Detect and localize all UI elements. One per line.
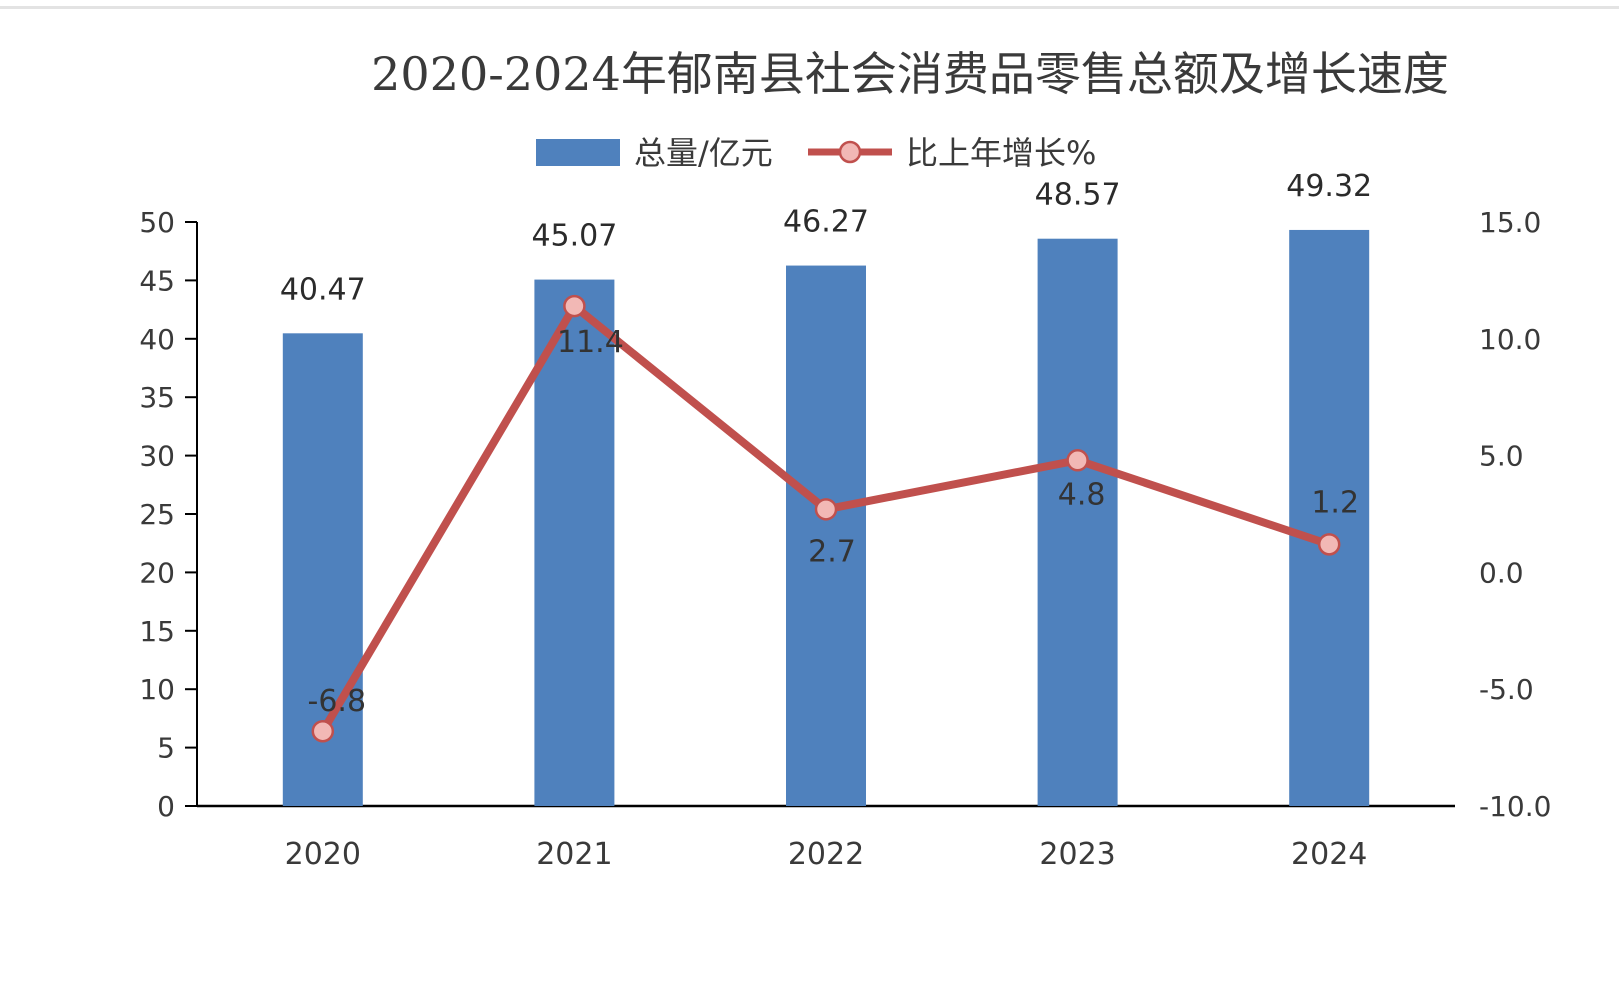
line-point <box>814 498 838 521</box>
y-left-tick-label: 25 <box>139 498 175 531</box>
legend-bar-swatch <box>536 139 620 166</box>
bar-data-label: 49.32 <box>1286 169 1372 204</box>
y-left-tick-label: 30 <box>139 440 175 473</box>
y-left-tick-label: 20 <box>139 556 175 589</box>
legend-bar-label: 总量/亿元 <box>634 134 773 172</box>
axes: 0 5 10 15 20 25 30 35 40 45 50 2020 2021 2022 2023 2024… <box>139 206 1551 872</box>
y-left-tick-label: 10 <box>139 673 175 706</box>
bar-data-label: 40.47 <box>280 272 366 307</box>
line-point <box>1066 449 1089 472</box>
y-right-tick-label: 10.0 <box>1479 323 1541 356</box>
line-point <box>1317 533 1341 556</box>
bar-data-label: 48.57 <box>1035 178 1121 213</box>
chart-title: 2020-2024年郁南县社会消费品零售总额及增长速度 <box>371 47 1449 101</box>
line-labels: -6.8 11.4 2.7 4.8 1.2 <box>308 325 1360 719</box>
line-data-label: 1.2 <box>1311 485 1359 520</box>
legend: 总量/亿元 比上年增长% <box>536 134 1096 172</box>
x-tick-label: 2020 <box>285 837 361 872</box>
bar-labels: 40.47 45.07 46.27 48.57 49.32 <box>280 169 1372 307</box>
y-left-tick-label: 15 <box>139 615 175 648</box>
legend-line-marker <box>838 140 862 164</box>
line-data-label: 11.4 <box>557 325 624 360</box>
y-right-tick-label: -10.0 <box>1479 790 1551 823</box>
bar <box>534 279 615 806</box>
bar <box>786 265 866 806</box>
y-right-tick-label: 0.0 <box>1479 556 1524 589</box>
bar-series <box>282 229 1370 807</box>
y-left-tick-label: 40 <box>139 323 175 356</box>
line-data-label: 4.8 <box>1058 477 1106 512</box>
bar <box>1289 229 1370 807</box>
bar-data-label: 46.27 <box>783 205 869 240</box>
bar <box>1037 238 1118 806</box>
line-point <box>563 294 586 318</box>
y-left-tick-label: 45 <box>139 264 175 297</box>
x-tick-label: 2023 <box>1039 837 1115 872</box>
y-left-tick-label: 0 <box>157 790 175 823</box>
top-rule <box>0 6 1619 9</box>
x-tick-label: 2021 <box>536 837 612 872</box>
line-series <box>311 294 1341 743</box>
x-tick-label: 2024 <box>1291 837 1367 872</box>
y-left-tick-label: 35 <box>139 381 175 414</box>
line-data-label: -6.8 <box>308 684 367 719</box>
y-left-tick-label: 5 <box>157 732 175 765</box>
line-point <box>311 719 335 743</box>
y-right-tick-label: 15.0 <box>1479 206 1541 239</box>
x-tick-label: 2022 <box>788 837 864 872</box>
legend-line-label: 比上年增长% <box>906 134 1096 172</box>
bar-data-label: 45.07 <box>531 219 617 254</box>
y-right-tick-label: -5.0 <box>1479 673 1534 706</box>
y-left-tick-label: 50 <box>139 206 175 239</box>
line-data-label: 2.7 <box>808 534 856 569</box>
y-right-tick-label: 5.0 <box>1479 440 1524 473</box>
